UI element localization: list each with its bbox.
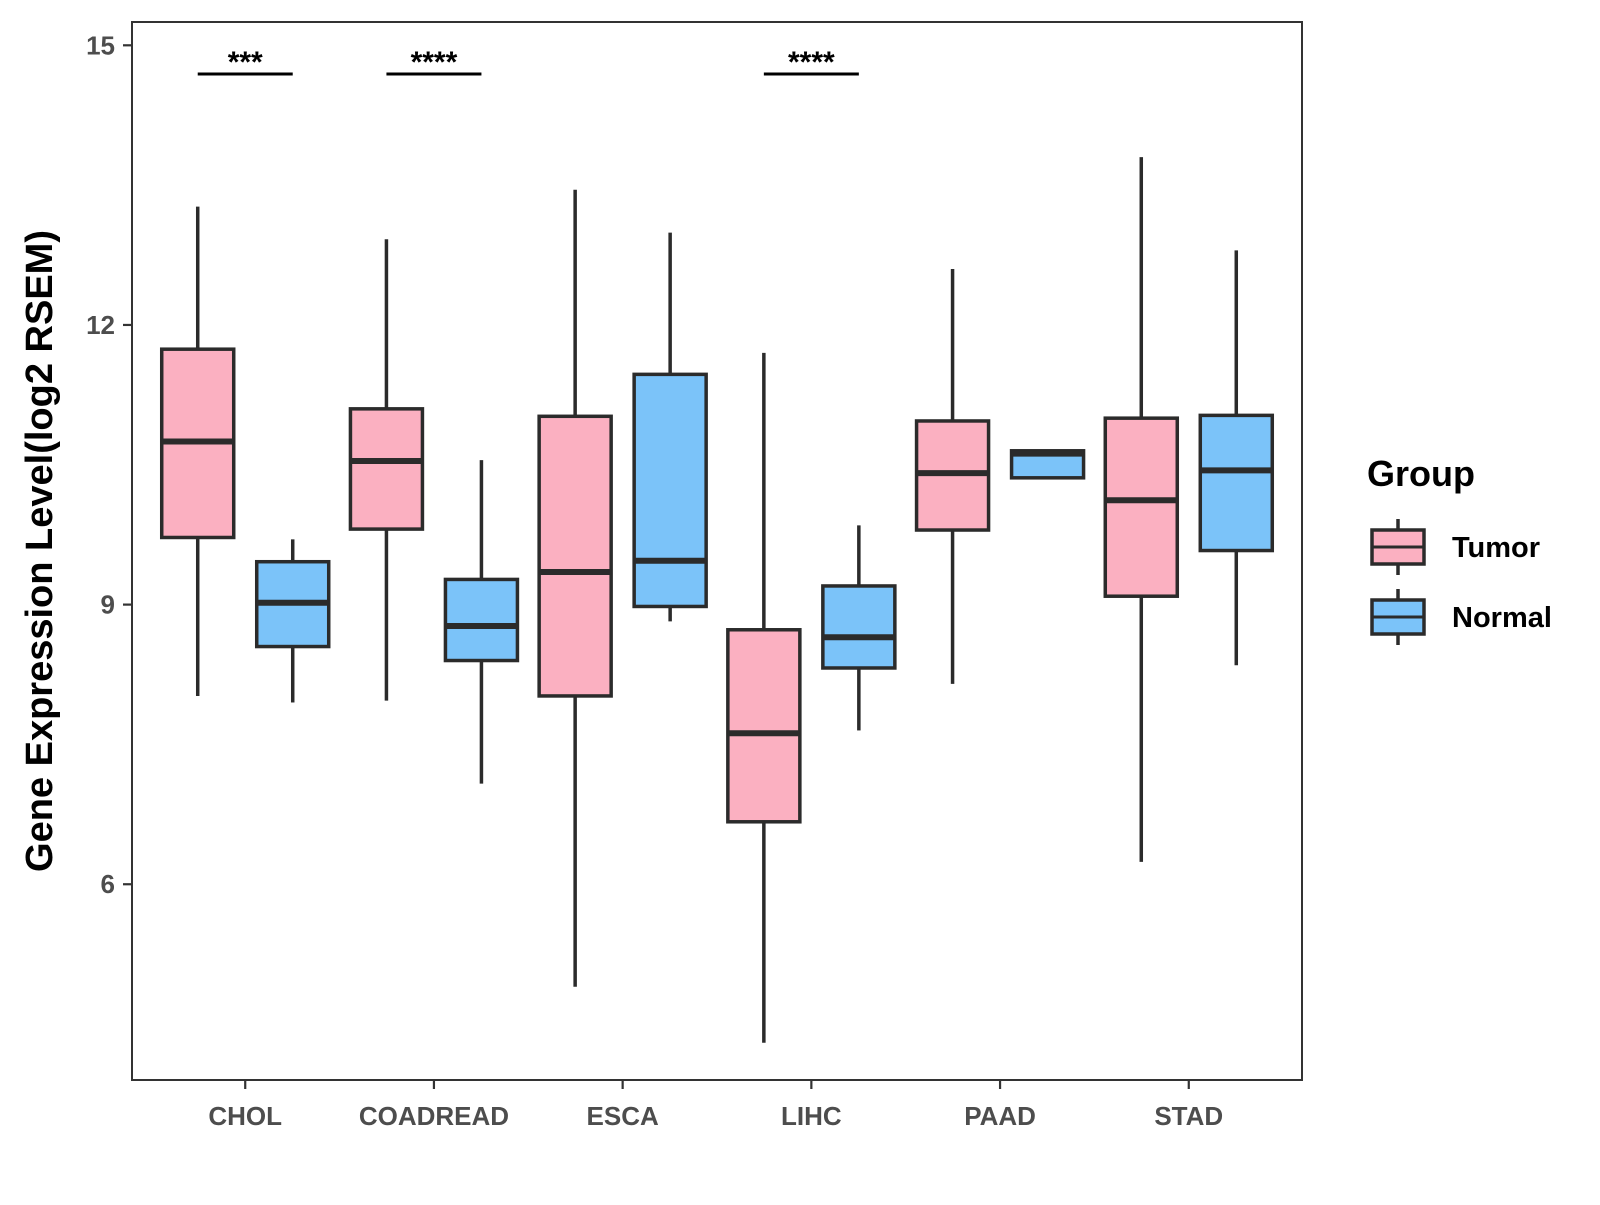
box-tumor (348, 407, 425, 531)
significance-label: **** (788, 46, 835, 79)
legend: Group (1367, 453, 1475, 494)
box-tumor (537, 414, 613, 698)
x-tick-label: PAAD (964, 1101, 1036, 1131)
significance-label: **** (411, 46, 458, 79)
y-axis-title: Gene Expression Level(log2 RSEM) (19, 230, 61, 872)
box-normal (821, 584, 897, 670)
x-tick-label: ESCA (587, 1101, 659, 1131)
y-tick-label: 9 (101, 590, 115, 620)
legend-label-normal: Normal (1452, 602, 1552, 634)
box-tumor (726, 628, 802, 824)
box-normal (443, 577, 520, 663)
box-normal (1198, 413, 1275, 553)
x-tick-label: STAD (1154, 1101, 1223, 1131)
legend-label-tumor: Tumor (1452, 532, 1540, 564)
box-tumor (1103, 416, 1180, 598)
x-tick-label: LIHC (781, 1101, 842, 1131)
x-tick-label: CHOL (208, 1101, 282, 1131)
y-tick-label: 15 (86, 30, 115, 60)
y-tick-label: 12 (86, 310, 115, 340)
box-normal (632, 372, 708, 609)
plot-panel-border (131, 21, 1303, 1081)
x-tick-label: COADREAD (359, 1101, 509, 1131)
significance-label: *** (228, 46, 263, 79)
legend-title: Group (1367, 453, 1475, 494)
y-tick-label: 6 (101, 869, 115, 899)
